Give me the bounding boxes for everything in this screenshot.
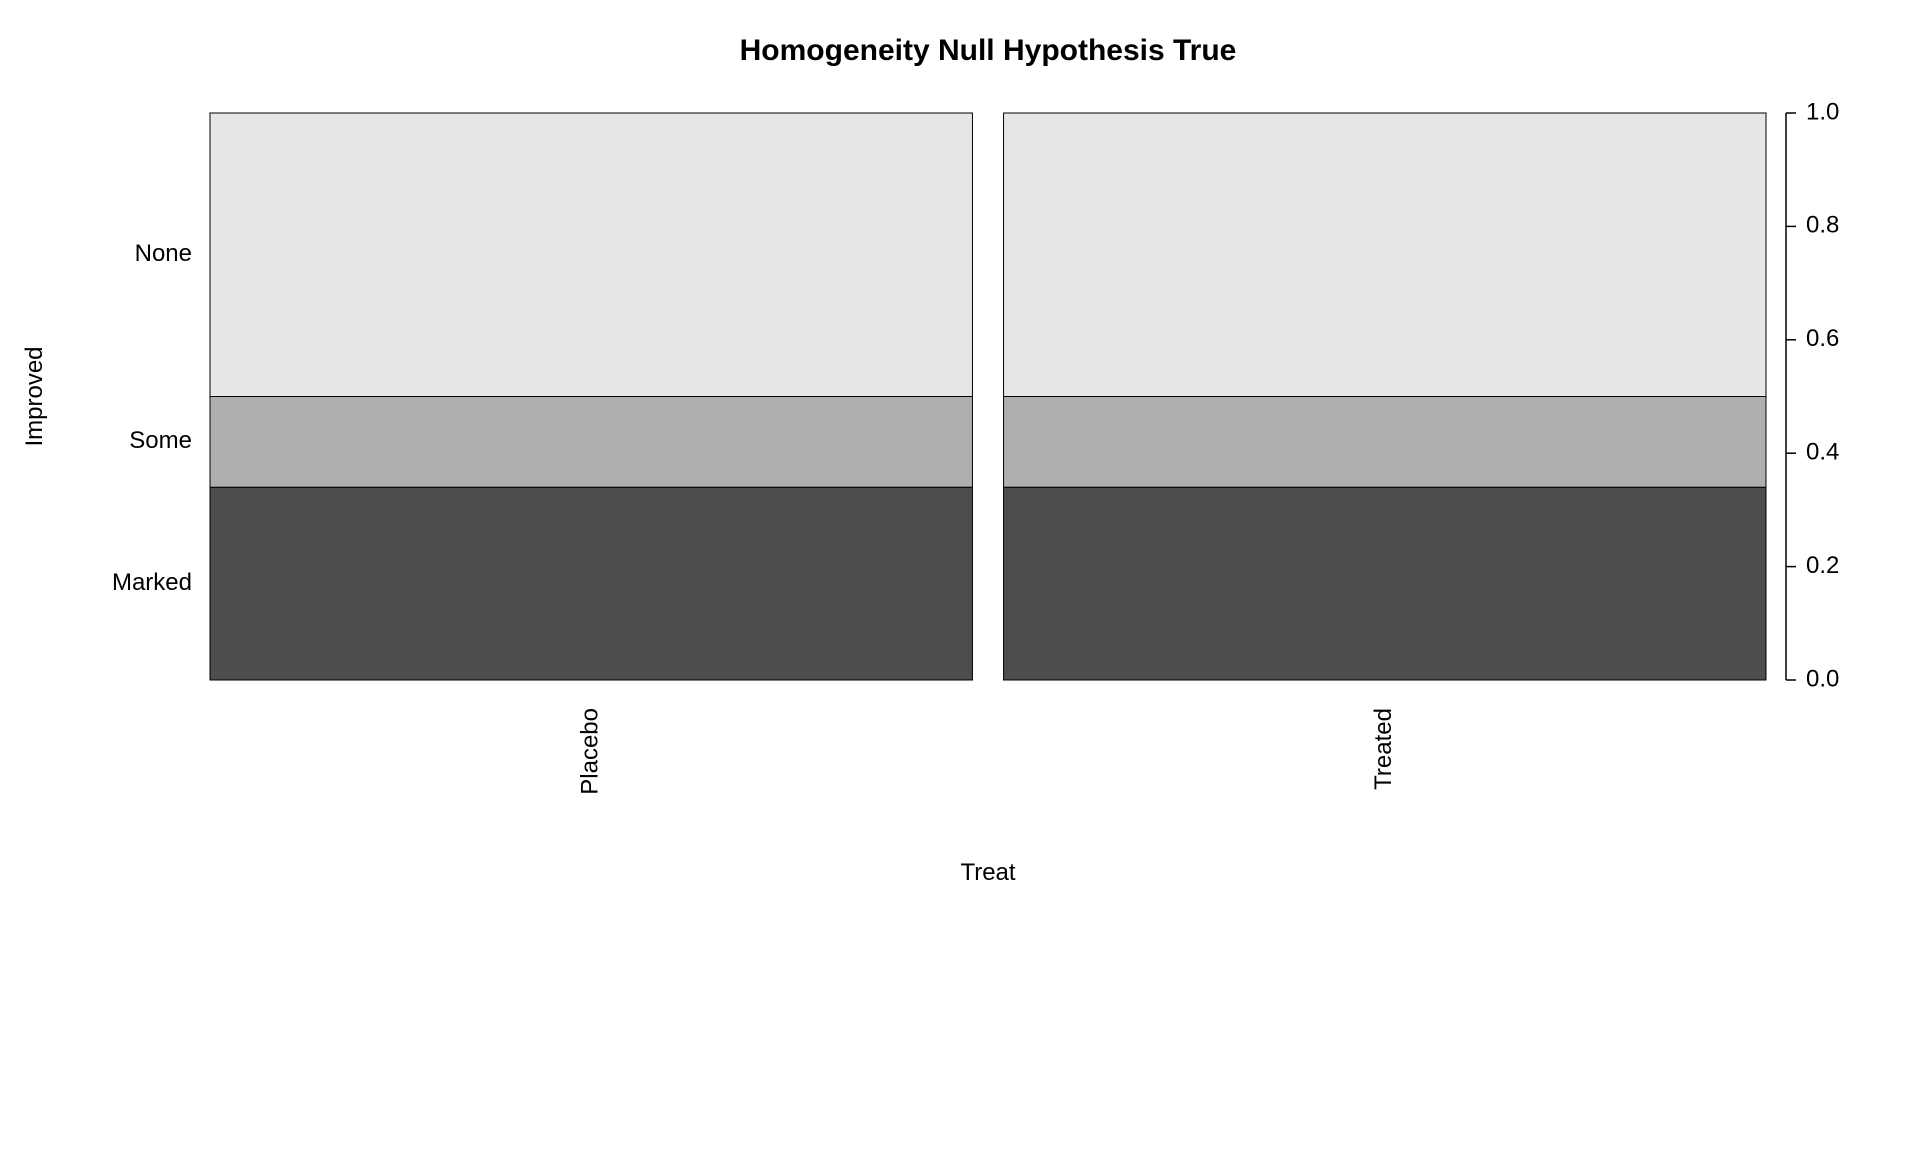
- y-tick-label: 0.0: [1806, 665, 1839, 692]
- segment-treated-marked: [1004, 487, 1766, 680]
- y-category-label: None: [135, 240, 192, 267]
- segment-placebo-none: [210, 113, 972, 397]
- segment-placebo-some: [210, 397, 972, 488]
- x-category-label: Treated: [1370, 708, 1397, 790]
- y-tick-label: 0.2: [1806, 552, 1839, 579]
- y-category-label: Marked: [112, 569, 192, 596]
- y-tick-label: 1.0: [1806, 98, 1839, 125]
- y-axis-label: Improved: [21, 346, 48, 446]
- segment-placebo-marked: [210, 487, 972, 680]
- segment-treated-none: [1004, 113, 1766, 397]
- segment-treated-some: [1004, 397, 1766, 488]
- x-category-label: Placebo: [577, 708, 604, 795]
- y-tick-label: 0.6: [1806, 325, 1839, 352]
- mosaic-chart: Homogeneity Null Hypothesis True Placebo T…: [0, 0, 1920, 1152]
- chart-title: Homogeneity Null Hypothesis True: [740, 34, 1237, 67]
- x-axis-label: Treat: [960, 859, 1015, 886]
- y-tick-label: 0.4: [1806, 439, 1839, 466]
- y-tick-label: 0.8: [1806, 212, 1839, 239]
- y-category-label: Some: [129, 427, 192, 454]
